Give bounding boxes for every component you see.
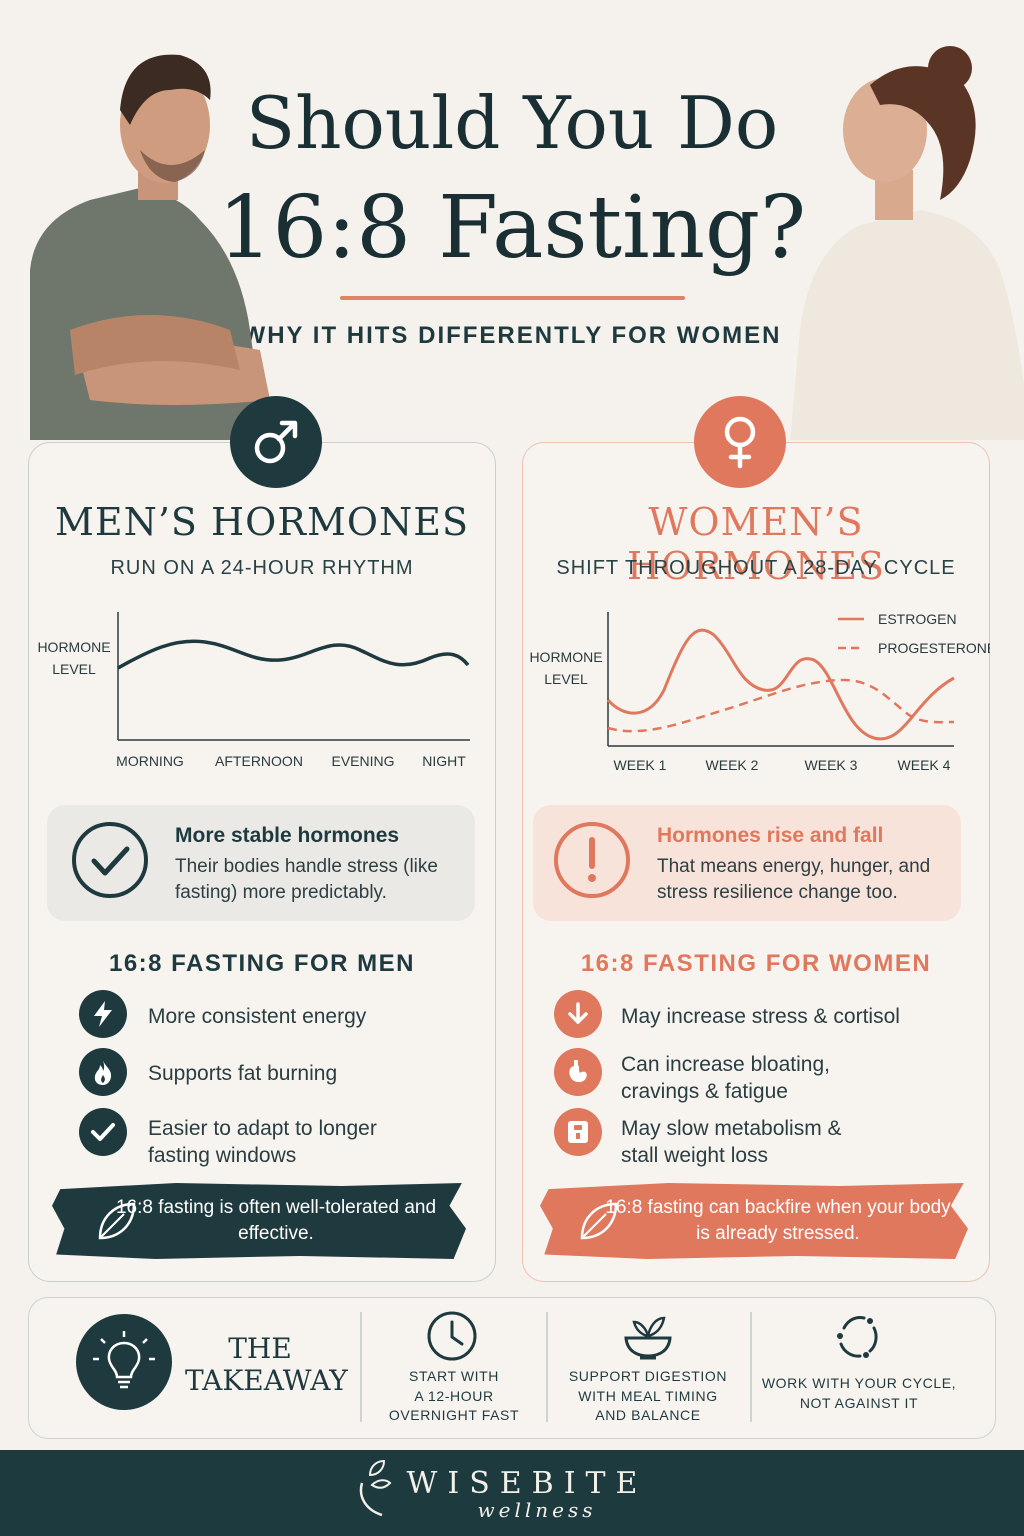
takeaway-tip-1-line3: OVERNIGHT FAST xyxy=(388,1407,520,1423)
lightning-icon xyxy=(79,990,127,1038)
men-note-text: 16:8 fasting is often well-tolerated and… xyxy=(115,1197,437,1244)
male-symbol-icon xyxy=(230,396,322,488)
takeaway-tip-3-line1: WORK WITH YOUR CYCLE, xyxy=(761,1375,957,1391)
men-info-text: Their bodies handle stress (like fasting… xyxy=(175,856,438,903)
title-underline xyxy=(340,296,685,300)
women-x-label-1: WEEK 1 xyxy=(614,757,667,773)
takeaway-tip-1-line2: A 12-HOUR xyxy=(414,1387,494,1404)
men-list-item-3: Easier to adapt to longer fasting window… xyxy=(148,1117,377,1167)
takeaway-tip-2-line2: WITH MEAL TIMING xyxy=(578,1387,718,1404)
women-list-heading: 16:8 FASTING FOR WOMEN xyxy=(580,950,932,977)
women-x-label-4: WEEK 4 xyxy=(898,757,951,773)
women-x-label-3: WEEK 3 xyxy=(805,757,858,773)
divider xyxy=(360,1312,362,1422)
brand-tagline: wellness xyxy=(477,1498,597,1522)
men-x-label-4: NIGHT xyxy=(422,753,466,769)
men-chart-ylabel-1: HORMONE xyxy=(37,639,110,655)
takeaway-tip-2-line3: AND BALANCE xyxy=(595,1407,701,1423)
takeaway-title-line1: THE xyxy=(228,1332,292,1365)
arrow-down-icon xyxy=(554,990,602,1038)
takeaway-box xyxy=(28,1297,996,1439)
women-info-title: Hormones rise and fall xyxy=(657,824,884,847)
leaf-icon xyxy=(98,1202,136,1240)
men-heading: MEN’S HORMONES xyxy=(54,500,470,544)
alert-circle-icon xyxy=(554,822,630,898)
stomach-icon xyxy=(554,1048,602,1096)
divider xyxy=(546,1312,548,1422)
women-subheading: SHIFT THROUGHOUT A 28-DAY CYCLE xyxy=(556,557,956,579)
man-illustration xyxy=(30,54,270,440)
check-circle-icon xyxy=(72,822,148,898)
cycle-icon xyxy=(837,1316,878,1358)
divider xyxy=(750,1312,752,1422)
men-x-label-1: MORNING xyxy=(116,753,184,769)
women-chart-ylabel-2: LEVEL xyxy=(544,671,588,687)
women-list-item-3: May slow metabolism & stall weight loss xyxy=(621,1117,842,1167)
men-info-title: More stable hormones xyxy=(175,824,400,847)
women-x-label-2: WEEK 2 xyxy=(706,757,759,773)
female-symbol-icon xyxy=(694,396,786,488)
takeaway-title-line2: TAKEAWAY xyxy=(185,1364,348,1397)
women-chart-ylabel-1: HORMONE xyxy=(529,649,602,665)
woman-illustration xyxy=(790,46,1024,440)
takeaway-tip-3-line2: NOT AGAINST IT xyxy=(799,1394,919,1411)
men-hormone-chart: HORMONE LEVEL MORNING AFTERNOON EVENING … xyxy=(37,612,470,769)
men-hormone-line xyxy=(117,639,470,670)
bowl-icon xyxy=(624,1316,672,1360)
takeaway-title: THE TAKEAWAY xyxy=(185,1332,348,1397)
scale-icon xyxy=(554,1108,602,1156)
women-info-text: That means energy, hunger, and stress re… xyxy=(657,856,931,903)
takeaway-tip-2: SUPPORT DIGESTION WITH MEAL TIMING AND B… xyxy=(554,1367,742,1426)
estrogen-line xyxy=(606,628,955,741)
men-note-banner xyxy=(52,1183,466,1259)
check-icon xyxy=(79,1108,127,1156)
flame-icon xyxy=(79,1048,127,1096)
men-list-item-2: Supports fat burning xyxy=(148,1062,338,1085)
progesterone-line xyxy=(607,678,955,733)
women-list-item-1: May increase stress & cortisol xyxy=(621,1005,900,1028)
men-list-item-1: More consistent energy xyxy=(148,1005,367,1028)
women-note-text: 16:8 fasting can backfire when your body… xyxy=(605,1197,951,1244)
men-x-label-3: EVENING xyxy=(331,753,394,769)
women-hormone-chart: HORMONE LEVEL ESTROGEN PROGESTERONE WEEK… xyxy=(529,611,990,773)
takeaway-tip-3: WORK WITH YOUR CYCLE, NOT AGAINST IT xyxy=(756,1374,962,1413)
progesterone-legend-label: PROGESTERONE xyxy=(878,640,990,656)
men-list-heading: 16:8 FASTING FOR MEN xyxy=(108,950,416,977)
men-subheading: RUN ON A 24-HOUR RHYTHM xyxy=(110,557,414,579)
estrogen-legend-label: ESTROGEN xyxy=(878,611,957,627)
page-subtitle: WHY IT HITS DIFFERENTLY FOR WOMEN xyxy=(242,322,782,349)
clock-icon xyxy=(427,1311,477,1361)
takeaway-tip-1: START WITH A 12-HOUR OVERNIGHT FAST xyxy=(370,1367,538,1426)
women-list-item-2: Can increase bloating, cravings & fatigu… xyxy=(621,1053,830,1103)
leaf-icon xyxy=(580,1202,618,1240)
takeaway-tip-1-line1: START WITH xyxy=(409,1368,499,1384)
women-heading: WOMEN’S HORMONES xyxy=(627,500,885,588)
lightbulb-icon xyxy=(76,1314,172,1410)
men-chart-ylabel-2: LEVEL xyxy=(52,661,96,677)
brand-logo-icon xyxy=(359,1459,392,1517)
men-x-label-2: AFTERNOON xyxy=(215,753,303,769)
page-title-line1: Should You Do xyxy=(245,81,779,165)
page-title-line2: 16:8 Fasting? xyxy=(217,178,807,278)
footer xyxy=(0,1450,1024,1536)
takeaway-tip-2-line1: SUPPORT DIGESTION xyxy=(568,1368,728,1384)
brand-name: WISEBITE xyxy=(406,1466,648,1501)
